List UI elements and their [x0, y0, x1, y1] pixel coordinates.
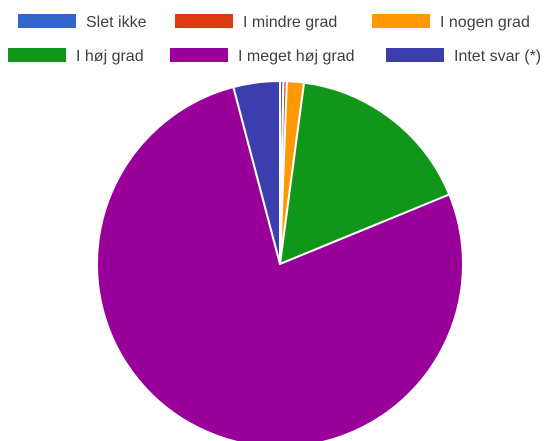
- legend-swatch: [8, 48, 66, 62]
- legend-label: Slet ikke: [86, 14, 147, 31]
- pie-slice-5: [232, 80, 281, 265]
- legend-swatch: [170, 48, 228, 62]
- legend-swatch: [18, 14, 76, 28]
- legend-label: I mindre grad: [243, 14, 337, 31]
- legend-label: I høj grad: [76, 48, 144, 65]
- legend-swatch: [175, 14, 233, 28]
- legend-label: I meget høj grad: [238, 48, 355, 65]
- legend-swatch: [372, 14, 430, 28]
- legend-label: Intet svar (*): [454, 48, 541, 65]
- legend-swatch: [386, 48, 444, 62]
- pie-slice-3: [279, 81, 451, 265]
- legend-label: I nogen grad: [440, 14, 530, 31]
- legend: Slet ikke I mindre grad I nogen grad I høj …: [8, 14, 541, 65]
- pie-slices: [96, 79, 464, 441]
